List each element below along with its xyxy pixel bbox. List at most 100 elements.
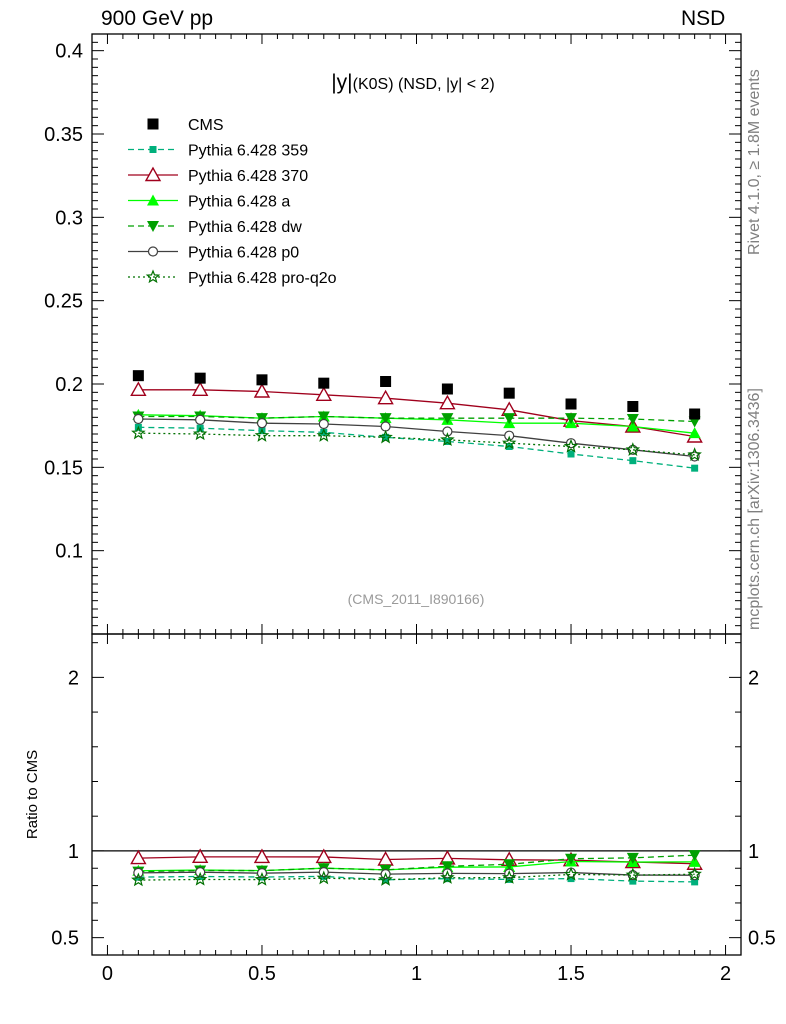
legend-cms-label: CMS [188, 117, 224, 134]
series-3-ratio-line [138, 854, 695, 873]
series-0-point [505, 443, 513, 450]
ratio-tick-label: 1 [68, 841, 79, 863]
plot-title-symbol: |y| [331, 71, 352, 94]
series-4-point [318, 418, 329, 430]
series-2-ratio-point [688, 855, 701, 867]
series-5-ratio-point [131, 872, 146, 887]
series-5-point [625, 442, 641, 457]
series-0-point [691, 464, 699, 472]
x-tick-label: 0 [102, 963, 113, 985]
y-tick-label: 0.15 [44, 457, 83, 479]
series-0-ratio-point [629, 877, 637, 885]
series-5-ratio-point [501, 870, 517, 884]
series-3-ratio-point [441, 861, 454, 873]
series-5-ratio-point [378, 872, 393, 886]
series-0-ratio-point [567, 875, 575, 883]
series-3-point [441, 413, 454, 425]
cms-data-point [503, 387, 515, 399]
series-0-point [382, 433, 390, 441]
cms-data-point [565, 398, 577, 410]
series-5-point [687, 447, 702, 462]
series-0-ratio-point [382, 876, 390, 884]
series-0-ratio-point [505, 875, 513, 883]
series-1-point [439, 394, 456, 410]
legend-series-5-label: Pythia 6.428 pro-q2o [188, 270, 337, 287]
plot-title: |y|(K0S) (NSD, |y| < 2) [331, 71, 495, 94]
cms-data-point [256, 374, 268, 386]
series-5-point [254, 428, 270, 442]
series-3-point [317, 411, 330, 423]
ratio-tick-label-right: 1 [748, 841, 759, 863]
series-5-ratio-point [192, 871, 208, 886]
series-0-ratio-line [138, 875, 695, 883]
series-4-point [256, 418, 268, 429]
series-4-point [565, 438, 577, 449]
legend-series-5-swatch-marker [145, 269, 161, 284]
cms-data-point [380, 376, 392, 387]
series-4-point [195, 414, 206, 425]
ratio-tick-label-right: 2 [748, 667, 759, 689]
header-process-label: NSD [681, 7, 726, 30]
legend-series-3-swatch-marker [147, 221, 159, 232]
series-2-ratio-line [138, 860, 695, 872]
x-tick-label: 2 [720, 963, 731, 985]
series-3-point [565, 413, 578, 425]
series-4-point [133, 413, 144, 425]
legend-series-0-label: Pythia 6.428 359 [188, 143, 308, 160]
cms-data-point [689, 408, 701, 420]
series-0-ratio-point [691, 878, 699, 886]
series-1-point [315, 386, 332, 402]
series-5-ratio-point [440, 870, 455, 884]
series-5-point [131, 425, 146, 440]
x-tick-label: 0.5 [248, 963, 276, 985]
series-3-point [503, 413, 516, 425]
series-1-point [253, 383, 271, 398]
header-energy-label: 900 GeV pp [101, 7, 214, 30]
series-5-point [501, 435, 517, 450]
ratio-plot-frame [91, 633, 742, 956]
series-1-ratio-point [315, 848, 332, 864]
series-5-point [192, 426, 208, 441]
series-5-point [316, 428, 332, 442]
series-4-ratio-point [689, 870, 700, 881]
series-0-ratio-point [443, 875, 451, 883]
series-0-point [629, 457, 637, 465]
series-0-point [320, 428, 328, 436]
series-2-point [626, 420, 639, 432]
x-tick-label: 1.5 [557, 963, 585, 985]
series-3-ratio-point [688, 850, 701, 862]
series-1-point [377, 389, 394, 405]
cms-data-point [194, 372, 206, 384]
series-1-ratio-point [130, 849, 147, 865]
legend-series-1-label: Pythia 6.428 370 [188, 168, 308, 185]
legend-series-3-label: Pythia 6.428 dw [188, 219, 302, 236]
analysis-watermark: (CMS_2011_I890166) [348, 591, 485, 607]
series-5-ratio-point [687, 866, 702, 881]
x-tick-label: 1 [411, 963, 422, 985]
series-2-point [688, 427, 701, 439]
series-3-point [379, 413, 392, 425]
ratio-axis-label: Ratio to CMS [24, 750, 41, 839]
series-5-point [378, 429, 393, 444]
series-5-ratio-point [254, 871, 270, 886]
series-5-line [138, 432, 695, 456]
series-0-point [443, 438, 451, 445]
legend-series-1-swatch-marker [144, 166, 162, 182]
cms-data-point [318, 377, 330, 389]
series-5-ratio-point [625, 867, 641, 882]
series-4-point [442, 426, 453, 437]
y-tick-label: 0.25 [44, 291, 83, 313]
series-1-point [191, 381, 209, 397]
series-0-line [138, 426, 695, 469]
y-tick-label: 0.4 [55, 41, 83, 63]
legend-series-0-swatch-marker [149, 146, 157, 153]
series-4-line [138, 418, 695, 458]
series-4-ratio-line [138, 871, 695, 876]
series-5-point [563, 438, 579, 453]
plot-title-text: (K0S) (NSD, |y| < 2) [353, 76, 495, 93]
legend-series-2-label: Pythia 6.428 a [188, 194, 290, 211]
series-3-ratio-point [565, 853, 578, 865]
series-1-ratio-point [253, 848, 271, 864]
series-1-point [130, 381, 147, 397]
